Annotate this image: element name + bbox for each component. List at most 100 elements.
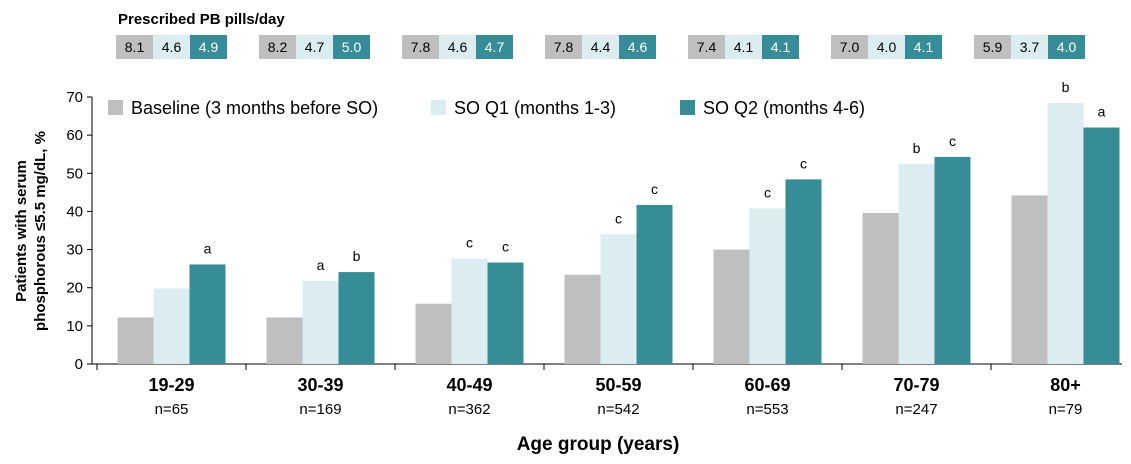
pill-cell [582,35,619,59]
y-tick-label: 60 [66,127,83,144]
y-tick-label: 50 [66,165,83,182]
pill-cell [905,35,942,59]
bar-50-59-series-0 [564,274,601,364]
pill-cell [116,35,153,59]
pill-cell [296,35,333,59]
pill-value: 4.1 [914,39,934,55]
pill-value: 4.0 [877,39,897,55]
pill-cell [1011,35,1048,59]
y-axis-title-line: phosphorous ≤5.5 mg/dL, % [32,131,49,331]
legend-swatch [431,100,446,115]
category-n-label: n=542 [597,401,639,418]
category-n-label: n=65 [155,401,189,418]
bar-30-39-series-1 [302,280,339,364]
pill-cell [259,35,296,59]
bar-30-39-series-2 [338,272,375,364]
x-axis-title: Age group (years) [517,434,680,455]
significance-label: a [204,240,212,256]
bar-80+-series-2 [1083,127,1120,364]
significance-label: c [502,239,509,255]
pill-cell [402,35,439,59]
legend-swatch [108,100,123,115]
category-label: 60-69 [744,375,790,395]
bar-70-79-series-2 [934,156,971,364]
pill-value: 4.6 [628,39,648,55]
bar-80+-series-1 [1047,103,1084,365]
bar-80+-series-0 [1011,195,1048,364]
significance-label: b [1062,79,1070,95]
y-tick-label: 10 [66,318,83,335]
bar-70-79-series-0 [862,212,899,364]
pill-value: 7.8 [411,39,431,55]
significance-label: b [353,248,361,264]
pill-layer: Prescribed PB pills/day 8.1 4.6 4.9 8.2 4.7 5… [116,11,1085,59]
category-label: 19-29 [148,375,194,395]
significance-label: b [913,140,921,156]
significance-label: c [466,235,473,251]
bar-19-29-series-0 [117,317,154,364]
pill-value: 4.1 [734,39,754,55]
category-label: 50-59 [595,375,641,395]
pill-cell [974,35,1011,59]
bar-60-69-series-2 [785,179,822,364]
pill-cell [545,35,582,59]
y-tick-label: 40 [66,203,83,220]
bar-40-49-series-0 [415,303,452,364]
pill-value: 4.9 [199,39,219,55]
significance-label: c [949,133,956,149]
bars [117,103,1120,365]
legend-label: Baseline (3 months before SO) [131,98,378,118]
pill-value: 5.9 [983,39,1003,55]
pill-value: 8.2 [268,39,288,55]
pill-cell [153,35,190,59]
category-label: 80+ [1050,375,1081,395]
legend: Baseline (3 months before SO) SO Q1 (mont… [108,98,865,118]
category-n-label: n=247 [895,401,937,418]
pill-cell [333,35,370,59]
pill-value: 4.6 [448,39,468,55]
y-axis-title-line: Patients with serum [13,160,30,302]
pill-value: 4.7 [485,39,505,55]
pills-title: Prescribed PB pills/day [118,11,285,28]
legend-label: SO Q2 (months 4-6) [703,98,865,118]
pill-value: 4.6 [162,39,182,55]
bar-19-29-series-2 [189,264,226,364]
pill-value: 4.7 [305,39,325,55]
category-n-label: n=79 [1049,401,1083,418]
y-tick-label: 30 [66,242,83,259]
pill-cell [831,35,868,59]
significance-label: c [651,181,658,197]
category-label: 70-79 [893,375,939,395]
pill-cell [190,35,227,59]
bar-60-69-series-0 [713,249,750,364]
y-tick-label: 70 [66,89,83,106]
pill-value: 4.4 [591,39,611,55]
bar-40-49-series-2 [487,262,524,364]
pill-cell [688,35,725,59]
pill-value: 3.7 [1020,39,1040,55]
pill-cell [762,35,799,59]
bar-50-59-series-2 [636,204,673,364]
y-tick-label: 0 [75,356,83,373]
significance-label: c [615,210,622,226]
pill-value: 4.0 [1057,39,1077,55]
pill-value: 7.8 [554,39,574,55]
category-n-label: n=553 [746,401,788,418]
pill-cell [619,35,656,59]
bar-40-49-series-1 [451,258,488,364]
pill-value: 7.4 [697,39,717,55]
bar-50-59-series-1 [600,234,637,364]
bar-70-79-series-1 [898,163,935,364]
pill-cell [439,35,476,59]
pill-value: 5.0 [342,39,362,55]
significance-label: a [317,257,325,273]
category-label: 30-39 [297,375,343,395]
category-label: 40-49 [446,375,492,395]
pill-value: 7.0 [840,39,860,55]
category-n-label: n=169 [299,401,341,418]
pill-cell [725,35,762,59]
significance-label: c [800,155,807,171]
pill-cell [1048,35,1085,59]
